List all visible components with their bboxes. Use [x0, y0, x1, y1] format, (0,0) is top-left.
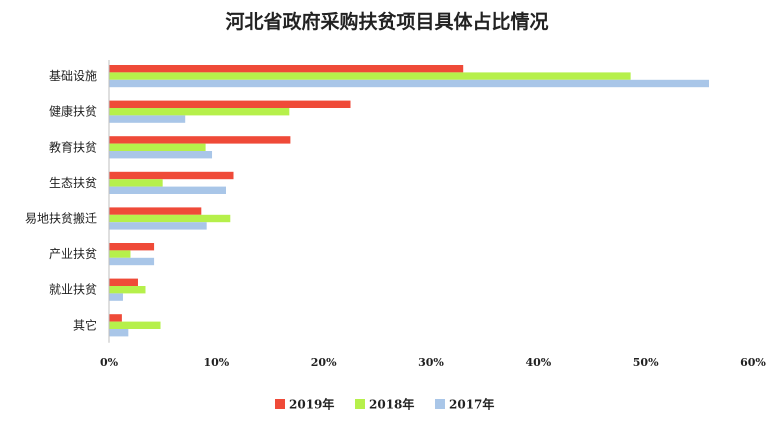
bar-1-series-2 — [109, 115, 186, 123]
bar-7-series-0 — [109, 314, 122, 322]
bar-2-series-2 — [109, 151, 213, 159]
bar-2-series-1 — [109, 143, 206, 151]
bar-0-series-1 — [109, 72, 631, 80]
bar-4-series-2 — [109, 222, 207, 230]
x-tick-label: 30% — [418, 356, 444, 369]
bar-3-series-0 — [109, 171, 234, 180]
bar-6-series-2 — [109, 293, 123, 301]
category-label: 易地扶贫搬迁 — [25, 211, 97, 226]
x-tick-label: 60% — [740, 356, 766, 369]
bar-3-series-2 — [109, 186, 226, 194]
category-label: 就业扶贫 — [49, 282, 97, 297]
category-label: 生态扶贫 — [49, 175, 97, 190]
bar-6-series-1 — [109, 286, 146, 294]
x-axis-ticks: 0% 10% 20% 30% 40% 50% 60% — [100, 356, 766, 369]
category-label: 教育扶贫 — [49, 139, 97, 154]
bar-5-series-0 — [109, 243, 155, 251]
category-label: 基础设施 — [49, 69, 97, 83]
x-tick-label: 50% — [633, 356, 659, 369]
category-label: 产业扶贫 — [49, 246, 97, 261]
bar-3-series-1 — [109, 179, 163, 187]
legend: 2019年 2018年 2017年 — [275, 397, 494, 412]
chart-title: 河北省政府采购扶贫项目具体占比情况 — [225, 10, 548, 33]
bar-5-series-2 — [109, 257, 155, 266]
bar-4-series-0 — [109, 207, 202, 215]
legend-label-0: 2019年 — [289, 397, 334, 412]
bar-2-series-0 — [109, 136, 291, 144]
bar-1-series-1 — [109, 108, 290, 116]
bar-0-series-2 — [109, 79, 709, 88]
legend-label-2: 2017年 — [449, 397, 494, 412]
bar-7-series-2 — [109, 329, 129, 337]
bar-0-series-0 — [109, 65, 464, 73]
legend-swatch-2 — [435, 399, 445, 409]
bars — [109, 65, 709, 337]
legend-swatch-0 — [275, 399, 285, 409]
legend-swatch-1 — [355, 399, 365, 409]
category-label: 健康扶贫 — [49, 104, 97, 119]
legend-label-1: 2018年 — [369, 397, 414, 412]
x-tick-label: 40% — [525, 356, 551, 369]
bar-5-series-1 — [109, 250, 131, 258]
x-tick-label: 0% — [100, 356, 119, 369]
category-label: 其它 — [73, 317, 97, 332]
bar-7-series-1 — [109, 321, 161, 329]
bar-4-series-1 — [109, 214, 231, 223]
bar-6-series-0 — [109, 278, 138, 286]
x-tick-label: 20% — [311, 356, 337, 369]
x-tick-label: 10% — [203, 356, 229, 369]
bar-1-series-0 — [109, 100, 351, 108]
